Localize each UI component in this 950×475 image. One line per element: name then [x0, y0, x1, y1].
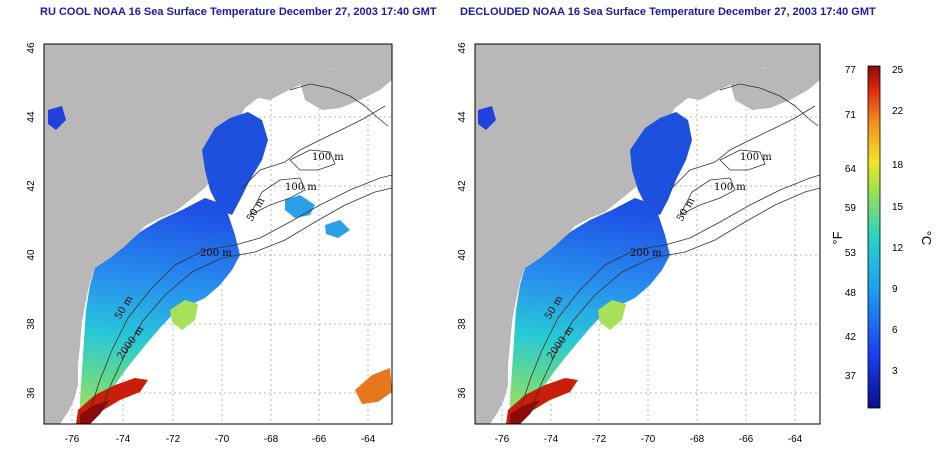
- right-contour-label-100m-a: 100 m: [740, 152, 772, 163]
- right-sst-shelf: [510, 198, 670, 424]
- fahrenheit-tick-label: 77: [845, 65, 857, 76]
- right-lat-tick-label: 44: [457, 111, 468, 123]
- fahrenheit-tick-label: 42: [845, 332, 857, 343]
- right-lon-tick-label: -66: [739, 434, 754, 445]
- fahrenheit-tick-label: 48: [845, 288, 857, 299]
- right-lon-tick-label: -64: [788, 434, 803, 445]
- right-lat-tick-label: 38: [457, 318, 468, 330]
- right-map-title: DECLOUDED NOAA 16 Sea Surface Temperatur…: [460, 6, 876, 18]
- left-lat-tick-label: 38: [26, 318, 37, 330]
- celsius-tick-label: 6: [892, 325, 898, 336]
- left-land: [44, 44, 392, 424]
- left-sst-coastal-fragment: [48, 106, 66, 130]
- left-land-novascotia: [300, 58, 392, 110]
- left-lat-axis: 36 38 40 42 44 46: [26, 42, 37, 399]
- celsius-tick-label: 15: [892, 202, 904, 213]
- left-map-panel: 100 m 100 m 50 m 200 m 50 m 2000 m -76 -…: [26, 42, 393, 445]
- fahrenheit-tick-label: 71: [845, 110, 857, 121]
- right-contour-label-100m-b: 100 m: [714, 182, 746, 193]
- left-sst-gulf-of-maine: [202, 112, 268, 215]
- right-sst-coastal-fragment: [478, 106, 496, 130]
- left-lon-tick-label: -64: [361, 434, 376, 445]
- left-sst-shelf: [80, 198, 240, 424]
- left-lat-tick-label: 40: [26, 249, 37, 261]
- right-lon-tick-label: -72: [592, 434, 607, 445]
- left-sst-ne-fragments: [285, 195, 350, 238]
- celsius-tick-label: 12: [892, 243, 904, 254]
- right-lat-tick-label: 46: [457, 42, 468, 54]
- colorbar-fahrenheit-ticks: 77 71 64 59 53 48 42 37: [845, 65, 857, 382]
- right-sst-yellow-patch: [598, 300, 626, 330]
- colorbar: 77 71 64 59 53 48 42 37 25 22 18 15 12 9…: [830, 65, 934, 409]
- left-lat-tick-label: 44: [26, 111, 37, 123]
- left-contour-label-100m-b: 100 m: [285, 182, 317, 193]
- left-lat-tick-label: 36: [26, 387, 37, 399]
- left-sst-offshore-patch: [355, 368, 392, 404]
- right-bathymetry-contours: [519, 83, 820, 413]
- fahrenheit-unit-label: °F: [830, 231, 845, 244]
- right-map-panel: 100 m 100 m 50 m 200 m 50 m 2000 m -76 -…: [457, 42, 821, 445]
- fahrenheit-tick-label: 53: [845, 248, 857, 259]
- left-lat-tick-label: 42: [26, 180, 37, 192]
- fahrenheit-tick-label: 59: [845, 203, 857, 214]
- left-bathymetry-contours: [89, 83, 392, 413]
- left-contour-label-200m: 200 m: [200, 248, 232, 259]
- left-lat-tick-label: 46: [26, 42, 37, 54]
- left-lon-tick-label: -72: [166, 434, 181, 445]
- celsius-tick-label: 9: [892, 284, 898, 295]
- right-lat-tick-label: 36: [457, 387, 468, 399]
- left-lon-axis: -76 -74 -72 -70 -68 -66 -64: [65, 434, 376, 445]
- left-lon-tick-label: -70: [215, 434, 230, 445]
- celsius-tick-label: 22: [892, 106, 904, 117]
- left-lon-tick-label: -74: [116, 434, 131, 445]
- left-lon-tick-label: -76: [65, 434, 80, 445]
- fahrenheit-tick-label: 64: [845, 164, 857, 175]
- right-lon-tick-label: -74: [544, 434, 559, 445]
- right-lon-axis: -76 -74 -72 -70 -68 -66 -64: [495, 434, 803, 445]
- right-land: [475, 44, 820, 424]
- right-lat-axis: 36 38 40 42 44 46: [457, 42, 468, 399]
- left-map-title: RU COOL NOAA 16 Sea Surface Temperature …: [40, 6, 437, 18]
- right-lon-tick-label: -76: [495, 434, 510, 445]
- right-lon-tick-label: -70: [641, 434, 656, 445]
- celsius-unit-label: °C: [919, 231, 934, 246]
- celsius-tick-label: 25: [892, 65, 904, 76]
- celsius-tick-label: 18: [892, 160, 904, 171]
- left-lon-tick-label: -68: [264, 434, 279, 445]
- colorbar-gradient: [867, 65, 881, 409]
- left-contour-label-100m-a: 100 m: [312, 152, 344, 163]
- left-map-frame: [43, 43, 393, 425]
- right-lat-tick-label: 42: [457, 180, 468, 192]
- left-lon-tick-label: -66: [312, 434, 327, 445]
- right-land-novascotia: [730, 58, 820, 110]
- right-lon-tick-label: -68: [690, 434, 705, 445]
- right-contour-label-200m: 200 m: [630, 248, 662, 259]
- right-sst-gulf-of-maine: [630, 112, 692, 215]
- fahrenheit-tick-label: 37: [845, 371, 857, 382]
- colorbar-celsius-ticks: 25 22 18 15 12 9 6 3: [892, 65, 904, 377]
- celsius-tick-label: 3: [892, 366, 898, 377]
- right-map-frame: [474, 43, 821, 425]
- left-sst-yellow-patch: [170, 300, 198, 330]
- right-lat-tick-label: 40: [457, 249, 468, 261]
